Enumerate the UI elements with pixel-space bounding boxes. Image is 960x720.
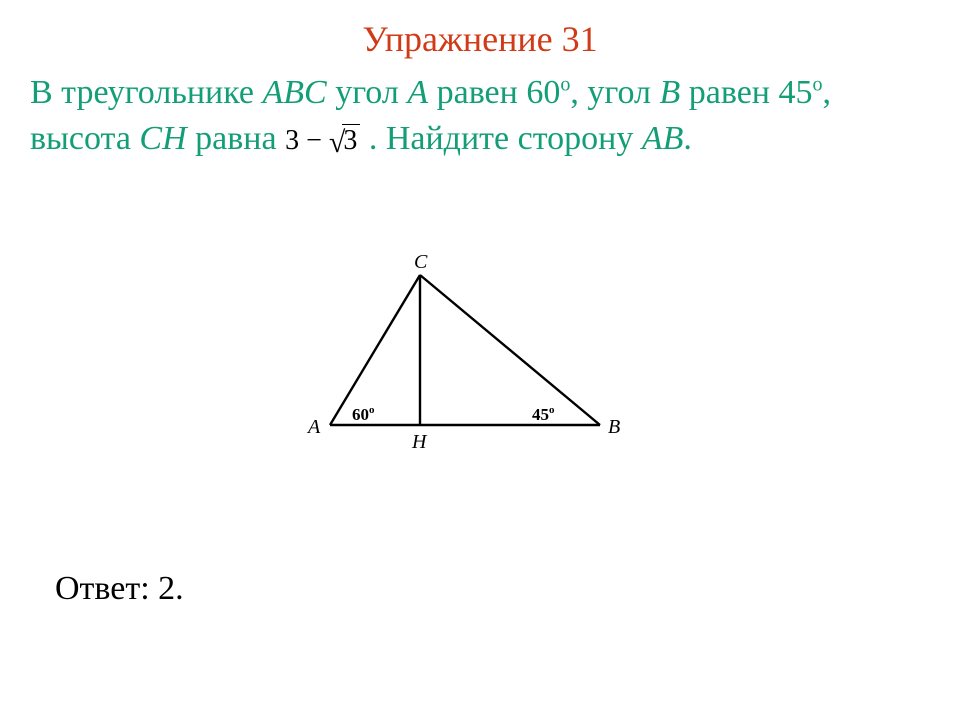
triangle-figure: A B C H 60o 45o bbox=[300, 250, 640, 470]
text: . bbox=[683, 120, 692, 157]
slide: Упражнение 31 В треугольнике ABC угол A … bbox=[0, 0, 960, 720]
problem-text: В треугольнике ABC угол A равен 60о, уго… bbox=[30, 70, 930, 162]
label-h: H bbox=[411, 431, 428, 453]
degree-mark: о bbox=[560, 74, 570, 96]
label-b: B bbox=[608, 416, 620, 438]
text: равна bbox=[187, 120, 285, 157]
side-bc bbox=[420, 275, 600, 425]
answer-value: 2. bbox=[158, 570, 184, 607]
degree-mark: о bbox=[812, 74, 822, 96]
text: угол bbox=[327, 74, 408, 111]
answer-label: Ответ: bbox=[55, 570, 158, 607]
side-ac bbox=[330, 275, 420, 425]
expr-minus: − bbox=[306, 125, 322, 156]
var-abc: ABC bbox=[262, 74, 326, 111]
var-a: A bbox=[407, 74, 428, 111]
var-b: B bbox=[659, 74, 680, 111]
text: В треугольнике bbox=[30, 74, 262, 111]
math-expr: 3 − √3 bbox=[285, 125, 360, 156]
angle-b-value: 45o bbox=[532, 404, 555, 424]
label-c: C bbox=[414, 251, 428, 273]
text: равен 45 bbox=[689, 74, 813, 111]
answer: Ответ: 2. bbox=[55, 570, 184, 608]
text: равен 60 bbox=[428, 74, 560, 111]
triangle-lines bbox=[330, 275, 600, 425]
text: . Найдите сторону bbox=[360, 120, 641, 157]
var-ab: AB bbox=[642, 120, 684, 157]
var-ch: CH bbox=[139, 120, 186, 157]
text: , угол bbox=[570, 74, 659, 111]
angle-a-value: 60o bbox=[352, 404, 375, 424]
angle-labels: 60o 45o bbox=[352, 404, 555, 424]
expr-lead: 3 bbox=[285, 125, 299, 156]
sqrt-icon: √ bbox=[329, 123, 345, 164]
triangle-svg: A B C H 60o 45o bbox=[300, 250, 640, 470]
slide-title: Упражнение 31 bbox=[0, 18, 960, 60]
label-a: A bbox=[306, 416, 321, 438]
